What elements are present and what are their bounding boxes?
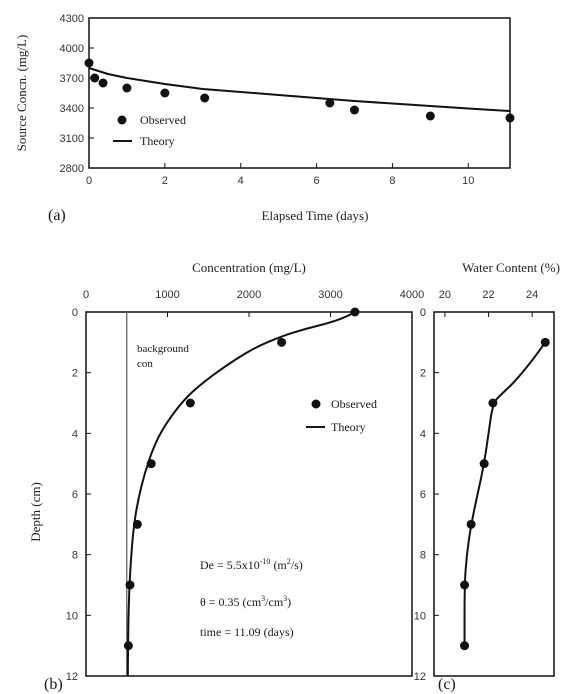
observed-point-a bbox=[160, 88, 170, 98]
panel-label-a: (a) bbox=[48, 207, 66, 224]
observed-point-b bbox=[350, 307, 360, 317]
xtick-label-a: 0 bbox=[86, 175, 92, 187]
observed-point-a bbox=[84, 58, 94, 68]
xtick-label-b: 3000 bbox=[318, 289, 342, 301]
ytick-label-b: 12 bbox=[66, 671, 78, 683]
ytick-label-c: 2 bbox=[420, 368, 426, 380]
ytick-label-b: 0 bbox=[72, 307, 78, 319]
background-label-line2: con bbox=[137, 358, 153, 370]
legend-label-theory-b: Theory bbox=[331, 420, 366, 434]
observed-point-a bbox=[90, 73, 100, 83]
observed-point-c bbox=[460, 641, 470, 651]
panel-a: 2800 3100 3400 3700 4000 4300 0 2 4 6 8 10 Observe… bbox=[14, 13, 515, 224]
legend-label-observed-b: Observed bbox=[331, 397, 377, 411]
observed-point-b bbox=[185, 398, 195, 408]
ytick-label-b: 8 bbox=[72, 550, 78, 562]
yaxis-label-a: Source Concn. (mg/L) bbox=[14, 35, 29, 152]
observed-point-b bbox=[123, 641, 133, 651]
plot-frame-c bbox=[433, 311, 555, 677]
xtick-label-b: 4000 bbox=[400, 289, 424, 301]
legend-marker-observed-b bbox=[311, 399, 321, 409]
observed-point-c bbox=[479, 459, 489, 469]
xtick-label-c: 22 bbox=[482, 289, 494, 301]
observed-point-a bbox=[200, 93, 210, 103]
panel-label-c: (c) bbox=[438, 676, 456, 693]
legend-a: Observed Theory bbox=[113, 113, 186, 148]
panel-b: Concentration (mg/L) 0 1000 2000 3000 4000 0… bbox=[28, 260, 424, 693]
xtick-label-c: 20 bbox=[439, 289, 451, 301]
background-label-line1: background bbox=[137, 343, 189, 355]
ytick-label-a: 2800 bbox=[60, 163, 84, 175]
annotation-theta: θ = 0.35 (cm3/cm3) bbox=[200, 594, 291, 609]
plot-frame-a bbox=[88, 17, 511, 169]
observed-point-a bbox=[505, 113, 515, 123]
ytick-label-a: 4000 bbox=[60, 43, 84, 55]
ytick-label-a: 3100 bbox=[60, 133, 84, 145]
legend-b: Observed Theory bbox=[306, 397, 377, 434]
ytick-label-c: 6 bbox=[420, 489, 426, 501]
observed-point-a bbox=[122, 83, 132, 93]
top-axis-label-c: Water Content (%) bbox=[462, 260, 560, 275]
legend-label-theory-a: Theory bbox=[140, 134, 175, 148]
ytick-label-c: 0 bbox=[420, 307, 426, 319]
observed-point-b bbox=[146, 459, 156, 469]
xtick-label-c: 24 bbox=[526, 289, 538, 301]
observed-point-c bbox=[540, 337, 550, 347]
observed-point-b bbox=[125, 580, 135, 590]
observed-point-a bbox=[98, 78, 108, 88]
legend-marker-observed-a bbox=[117, 115, 127, 125]
xtick-label-b: 1000 bbox=[155, 289, 179, 301]
ytick-label-b: 6 bbox=[72, 489, 78, 501]
plot-frame-b bbox=[85, 311, 413, 677]
observed-point-b bbox=[132, 519, 142, 529]
theory-line-a bbox=[88, 67, 511, 112]
xtick-label-a: 10 bbox=[462, 175, 474, 187]
xtick-label-b: 0 bbox=[83, 289, 89, 301]
xtick-label-a: 6 bbox=[314, 175, 320, 187]
panel-label-b: (b) bbox=[44, 676, 63, 693]
ytick-label-a: 3400 bbox=[60, 103, 84, 115]
ytick-label-c: 8 bbox=[420, 550, 426, 562]
ytick-label-c: 10 bbox=[414, 610, 426, 622]
observed-point-a bbox=[425, 111, 435, 121]
observed-point-b bbox=[277, 337, 287, 347]
xtick-label-a: 4 bbox=[238, 175, 244, 187]
yaxis-label-b: Depth (cm) bbox=[28, 482, 43, 542]
xtick-label-a: 2 bbox=[162, 175, 168, 187]
legend-label-observed-a: Observed bbox=[140, 113, 186, 127]
xaxis-label-a: Elapsed Time (days) bbox=[262, 208, 369, 223]
top-axis-label-b: Concentration (mg/L) bbox=[192, 260, 306, 275]
theory-line-b bbox=[126, 311, 356, 677]
ytick-label-b: 10 bbox=[66, 610, 78, 622]
water-content-line bbox=[463, 341, 547, 646]
ytick-label-a: 4300 bbox=[60, 13, 84, 25]
ytick-label-c: 4 bbox=[420, 428, 426, 440]
observed-point-c bbox=[466, 519, 476, 529]
annotation-time: time = 11.09 (days) bbox=[200, 625, 294, 639]
observed-point-c bbox=[488, 398, 498, 408]
xtick-label-a: 8 bbox=[389, 175, 395, 187]
observed-point-c bbox=[460, 580, 470, 590]
ytick-label-a: 3700 bbox=[60, 73, 84, 85]
ytick-label-b: 2 bbox=[72, 368, 78, 380]
observed-point-a bbox=[349, 105, 359, 115]
ytick-label-c: 12 bbox=[414, 671, 426, 683]
observed-point-a bbox=[325, 98, 335, 108]
xtick-label-b: 2000 bbox=[237, 289, 261, 301]
annotation-de: De = 5.5x10-10 (m2/s) bbox=[200, 557, 303, 572]
ytick-label-b: 4 bbox=[72, 428, 78, 440]
